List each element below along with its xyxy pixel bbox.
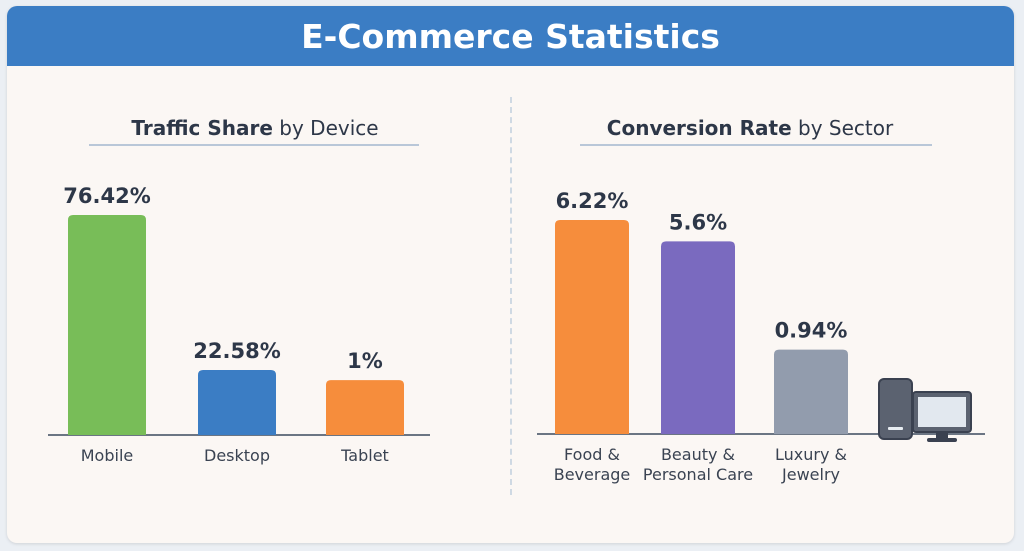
chart-title-rest: by Device <box>272 116 379 140</box>
category-label: Luxury & <box>775 445 847 464</box>
title-underline <box>89 144 419 146</box>
bar-beauty-personal-care <box>661 241 735 434</box>
title-underline <box>580 144 932 146</box>
bar-luxury-jewelry <box>774 349 848 434</box>
bar-mobile <box>68 215 146 435</box>
category-label: Beauty & <box>661 445 735 464</box>
data-label: 76.42% <box>63 184 150 208</box>
category-label: Personal Care <box>643 465 753 484</box>
bar-tablet <box>326 380 404 435</box>
data-label: 22.58% <box>193 339 280 363</box>
bar-desktop <box>198 369 276 435</box>
category-label: Beverage <box>554 465 631 484</box>
data-label: 6.22% <box>556 189 629 213</box>
category-label: Tablet <box>340 446 389 465</box>
category-label: Mobile <box>81 446 133 465</box>
chart-title-traffic: Traffic Share by Device <box>60 116 450 140</box>
chart-title-rest: by Sector <box>791 116 894 140</box>
page-title: E-Commerce Statistics <box>7 6 1014 66</box>
data-label: 5.6% <box>669 210 727 234</box>
bar-food-beverage <box>555 220 629 434</box>
panel-divider <box>510 97 512 495</box>
category-label: Jewelry <box>781 465 840 484</box>
data-label: 0.94% <box>775 319 848 343</box>
category-label: Desktop <box>204 446 270 465</box>
chart-title-bold: Traffic Share <box>131 116 273 140</box>
category-label: Food & <box>564 445 620 464</box>
desktop-computer-icon <box>878 378 972 442</box>
chart-title-bold: Conversion Rate <box>606 116 792 140</box>
data-label: 1% <box>347 349 383 373</box>
chart-title-conversion: Conversion Rate by Sector <box>565 116 935 140</box>
